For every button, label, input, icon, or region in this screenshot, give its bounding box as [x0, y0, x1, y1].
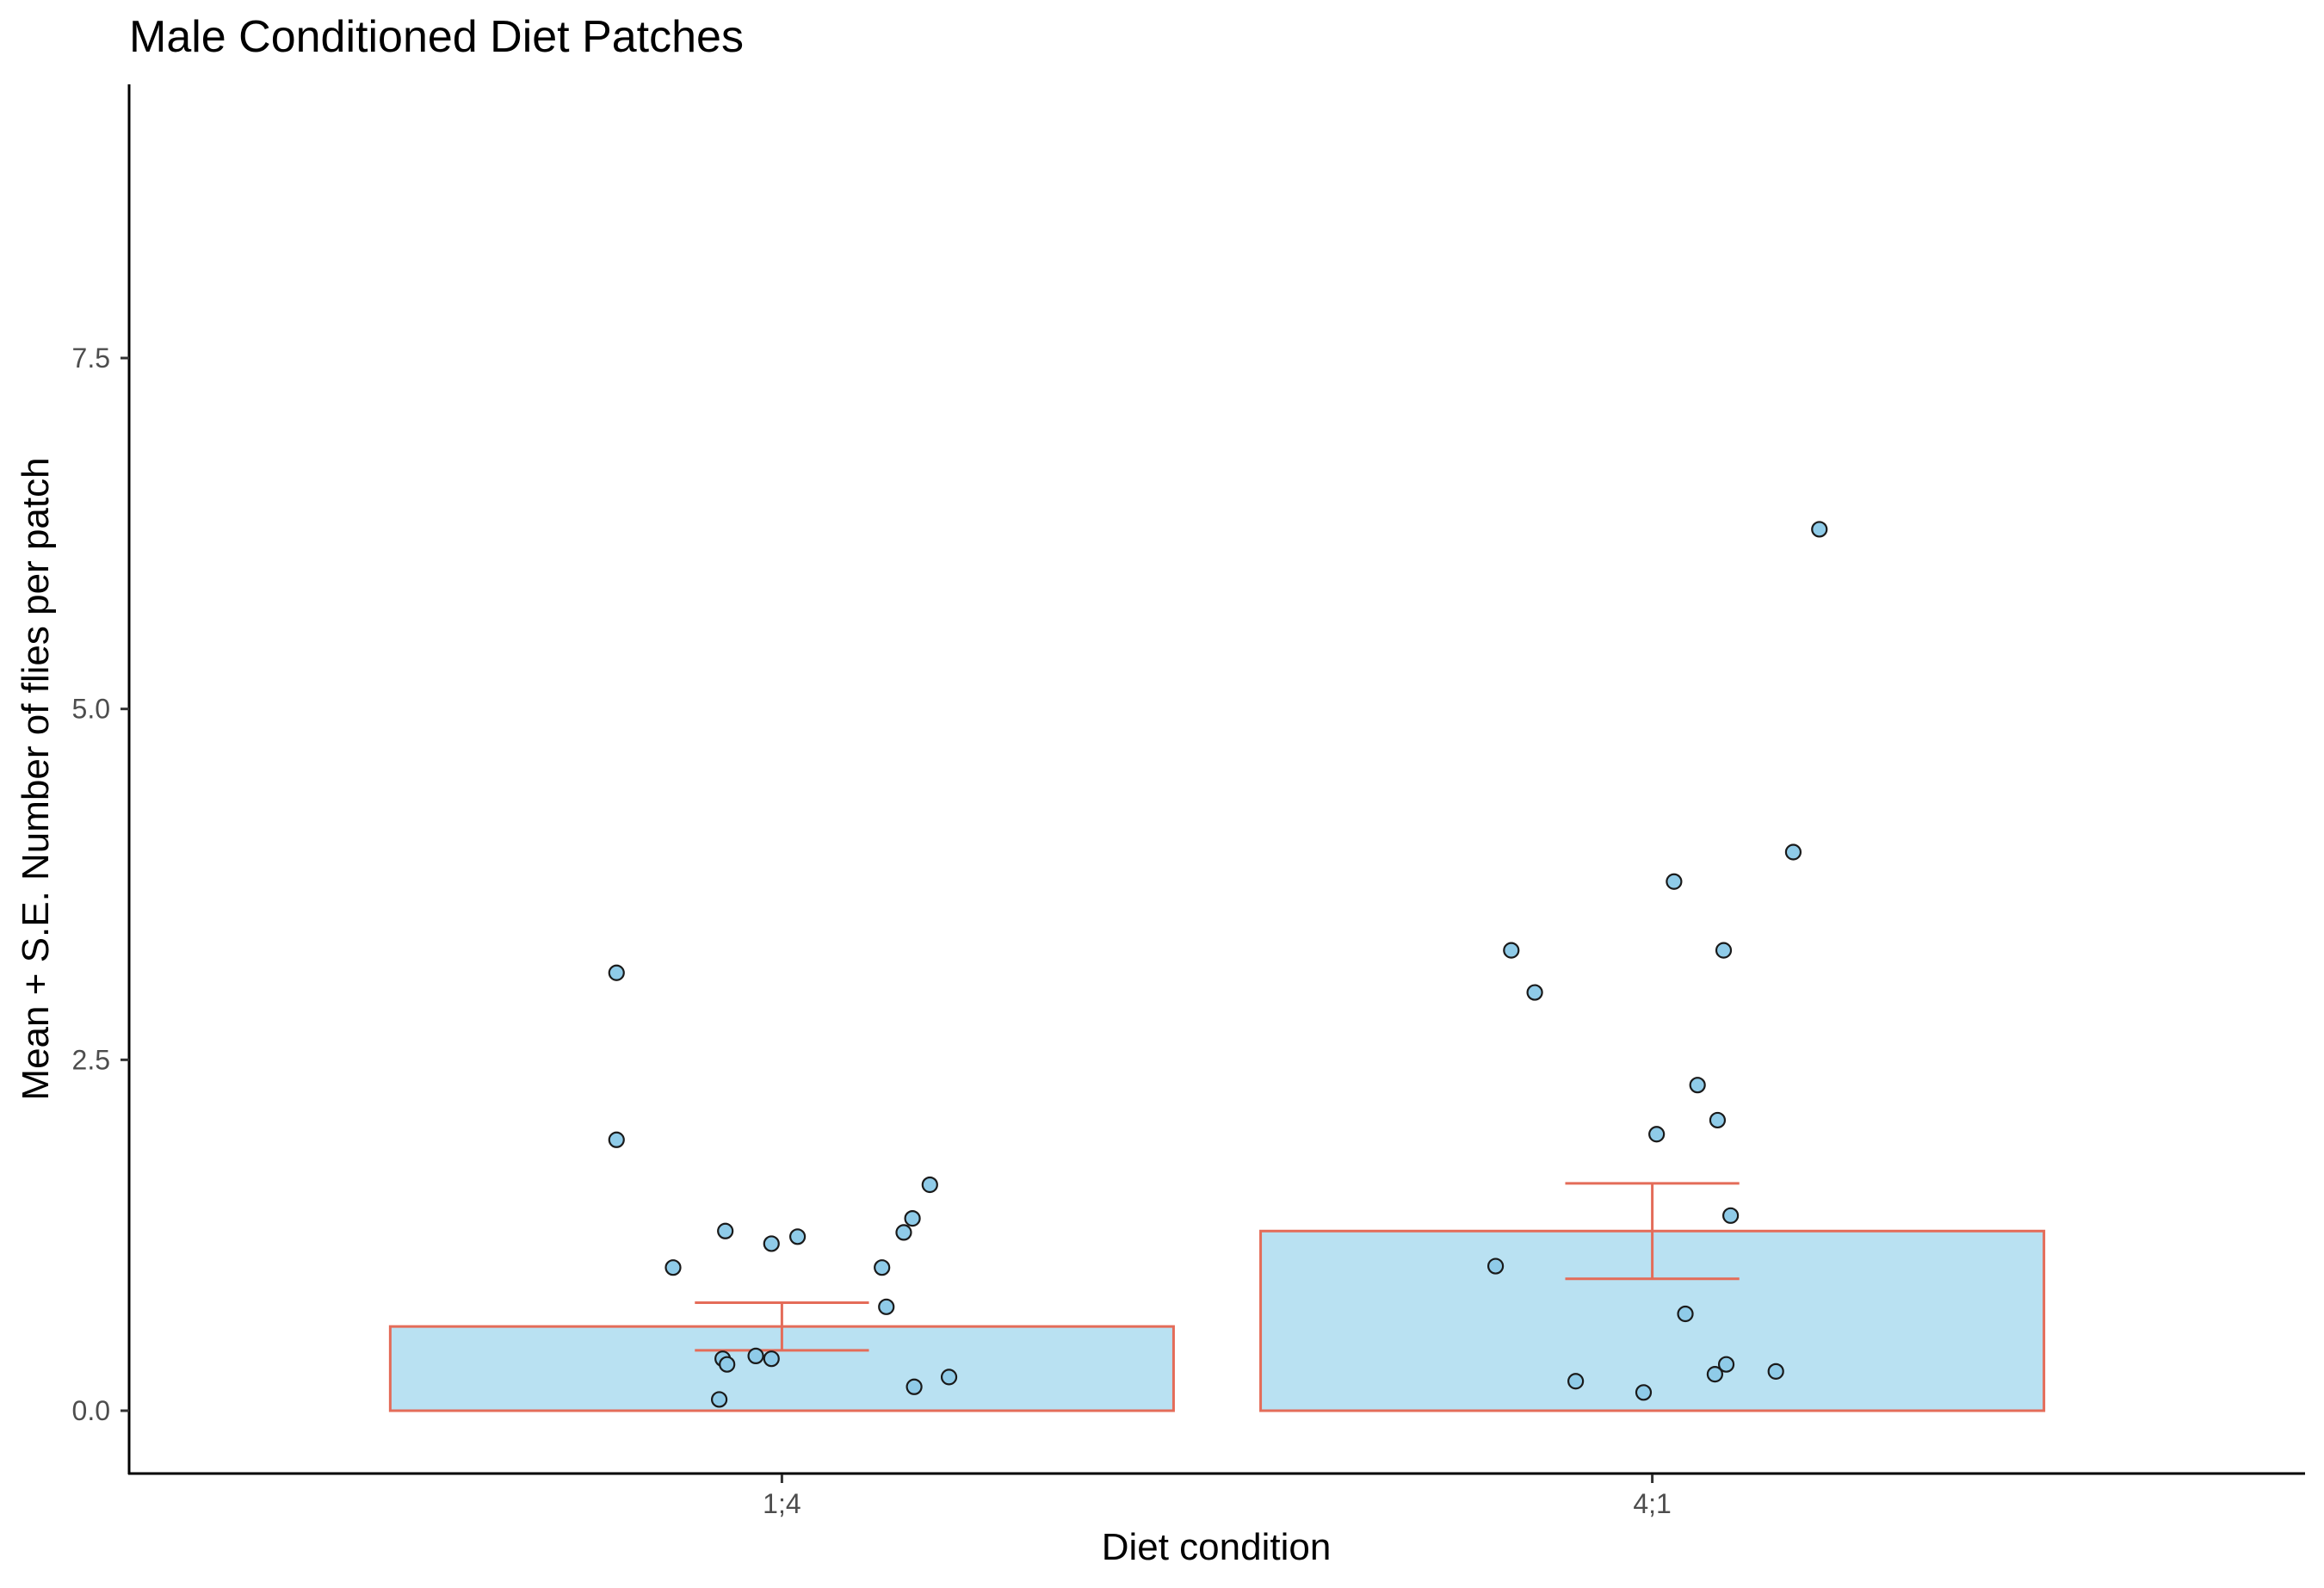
data-point: [921, 1176, 938, 1194]
data-point: [763, 1350, 780, 1368]
data-point: [1689, 1077, 1706, 1094]
data-point: [940, 1369, 958, 1386]
errorbar-1;4: [695, 1301, 869, 1352]
y-tick-label: 7.5: [72, 343, 110, 374]
data-point: [710, 1391, 728, 1408]
data-point: [789, 1228, 807, 1245]
x-tick-label: 1;4: [763, 1488, 800, 1519]
data-point: [1503, 942, 1520, 959]
data-point: [878, 1298, 895, 1315]
data-point: [1567, 1373, 1585, 1390]
y-axis-title: Mean + S.E. Number of flies per patch: [15, 457, 57, 1100]
errorbar-4;1: [1565, 1182, 1740, 1281]
data-point: [664, 1259, 682, 1276]
data-point: [1709, 1111, 1727, 1129]
data-point: [1677, 1305, 1694, 1323]
data-point: [874, 1259, 891, 1276]
data-point: [747, 1347, 764, 1365]
data-point: [1722, 1207, 1740, 1224]
data-point: [1526, 984, 1543, 1001]
x-tick-label: 4;1: [1633, 1488, 1671, 1519]
data-point: [1811, 521, 1828, 538]
data-point: [1635, 1384, 1653, 1401]
y-tick-label: 5.0: [72, 694, 110, 725]
data-point: [608, 1131, 625, 1148]
data-point: [1706, 1366, 1724, 1383]
y-axis-ticks: 0.0 2.5 5.0 7.5: [72, 343, 129, 1426]
x-axis-ticks: 1;4 4;1: [763, 1474, 1672, 1519]
y-tick-label: 0.0: [72, 1395, 110, 1426]
x-axis-title: Diet condition: [1102, 1526, 1332, 1568]
data-point: [1715, 942, 1733, 959]
data-point: [717, 1222, 734, 1239]
plot-area: [388, 521, 2046, 1412]
data-point: [1767, 1362, 1784, 1380]
data-point: [895, 1224, 912, 1241]
data-point: [905, 1378, 923, 1395]
data-point: [1486, 1257, 1505, 1275]
chart-title: Male Conditioned Diet Patches: [129, 12, 744, 62]
y-tick-label: 2.5: [72, 1044, 110, 1075]
data-point: [763, 1235, 780, 1252]
data-point: [608, 964, 625, 981]
data-point: [1666, 873, 1683, 890]
data-point: [1717, 1356, 1735, 1373]
data-point: [1648, 1126, 1666, 1143]
data-point: [904, 1209, 921, 1227]
data-point: [719, 1356, 736, 1373]
data-point: [1784, 843, 1802, 861]
